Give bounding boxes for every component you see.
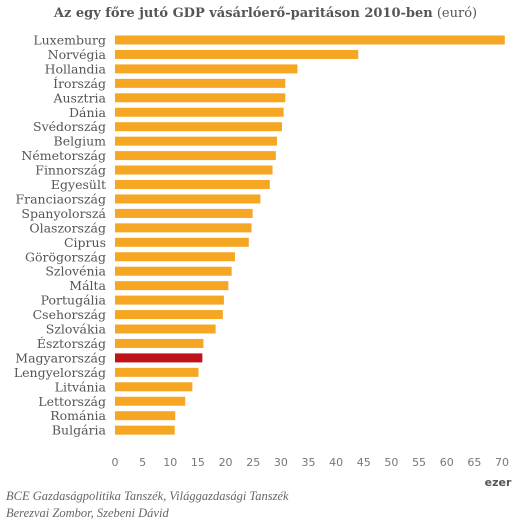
x-axis-unit-label: ezer [485, 476, 512, 489]
bar-csehorszag [115, 310, 223, 320]
x-tick-label-0: 0 [112, 456, 119, 469]
bar-magyarorszag [115, 353, 203, 363]
category-label-belgium: Belgium [54, 134, 107, 149]
x-tick-label-35: 35 [302, 456, 316, 469]
category-label-esztorszag: Észtország [37, 336, 106, 351]
x-tick-label-60: 60 [440, 456, 454, 469]
category-label-bulgaria: Bulgária [52, 423, 107, 438]
bar-spanyolorsza [115, 208, 253, 218]
category-label-egyesult: Egyesült [51, 177, 106, 192]
category-label-magyarorszag: Magyarország [15, 350, 106, 365]
category-label-ciprus: Ciprus [64, 235, 106, 250]
bar-malta [115, 281, 229, 291]
category-label-nemetorszag: Németország [21, 148, 106, 163]
bar-szlovakia [115, 324, 216, 334]
category-label-olaszorszag: Olaszország [29, 220, 106, 235]
x-tick-label-65: 65 [467, 456, 481, 469]
bar-portugalia [115, 295, 224, 305]
category-label-litvania: Litvánia [55, 379, 107, 394]
x-tick-label-70: 70 [495, 456, 509, 469]
bar-irorszag [115, 78, 286, 88]
category-label-spanyolorsza: Spanyolorszá [21, 206, 106, 221]
x-tick-label-5: 5 [139, 456, 146, 469]
bar-lengyelorszag [115, 367, 199, 377]
category-label-romania: Románia [50, 408, 106, 423]
x-tick-label-15: 15 [191, 456, 205, 469]
category-label-norvegia: Norvégia [48, 47, 107, 62]
category-label-lengyelorszag: Lengyelország [14, 365, 106, 380]
credits: BCE Gazdaságpolitika Tanszék, Világgazda… [6, 488, 289, 522]
category-label-svedorszag: Svédország [33, 119, 106, 134]
bar-norvegia [115, 49, 359, 59]
bar-gorogorszag [115, 252, 235, 262]
credits-line-1: BCE Gazdaságpolitika Tanszék, Világgazda… [6, 489, 289, 503]
category-label-luxemburg: Luxemburg [33, 33, 106, 48]
category-label-szlovakia: Szlovákia [46, 322, 107, 337]
x-tick-label-10: 10 [163, 456, 177, 469]
category-label-dania: Dánia [69, 105, 107, 120]
category-label-lettorszag: Lettország [38, 394, 106, 409]
bar-lettorszag [115, 396, 186, 406]
bar-finnorszag [115, 165, 273, 175]
x-tick-label-30: 30 [274, 456, 288, 469]
bar-hollandia [115, 64, 298, 74]
category-label-portugalia: Portugália [41, 293, 107, 308]
bar-olaszorszag [115, 223, 252, 233]
category-label-ausztria: Ausztria [52, 90, 106, 105]
credits-line-2: Berezvai Zombor, Szebeni Dávid [6, 506, 169, 520]
category-label-finnorszag: Finnország [35, 163, 106, 178]
x-tick-label-45: 45 [357, 456, 371, 469]
bar-esztorszag [115, 338, 204, 348]
bar-svedorszag [115, 122, 282, 132]
x-tick-label-25: 25 [246, 456, 260, 469]
chart-title-unit: (euró) [436, 6, 478, 21]
category-label-csehorszag: Csehország [33, 307, 106, 322]
bar-litvania [115, 382, 193, 392]
x-tick-label-55: 55 [412, 456, 426, 469]
bar-dania [115, 107, 284, 117]
bar-belgium [115, 136, 277, 146]
x-tick-label-40: 40 [329, 456, 343, 469]
bar-ciprus [115, 237, 249, 247]
category-label-szlovenia: Szlovénia [45, 264, 106, 279]
category-label-franciaorszag: Franciaország [15, 191, 106, 206]
category-label-gorogorszag: Görögország [25, 249, 106, 264]
bar-luxemburg [115, 35, 505, 45]
x-tick-label-20: 20 [219, 456, 233, 469]
bar-egyesult [115, 180, 270, 189]
bar-nemetorszag [115, 151, 276, 161]
bar-szlovenia [115, 266, 232, 276]
bar-romania [115, 411, 176, 421]
bar-ausztria [115, 93, 286, 103]
category-label-hollandia: Hollandia [45, 61, 107, 76]
chart-title: Az egy főre jutó GDP vásárlóerő-paritáso… [0, 6, 531, 21]
x-tick-label-50: 50 [384, 456, 398, 469]
bar-bulgaria [115, 425, 175, 435]
chart-title-text: Az egy főre jutó GDP vásárlóerő-paritáso… [53, 6, 433, 21]
category-label-malta: Málta [69, 278, 106, 293]
bar-franciaorszag [115, 194, 261, 204]
category-label-irorszag: Írország [53, 76, 106, 91]
